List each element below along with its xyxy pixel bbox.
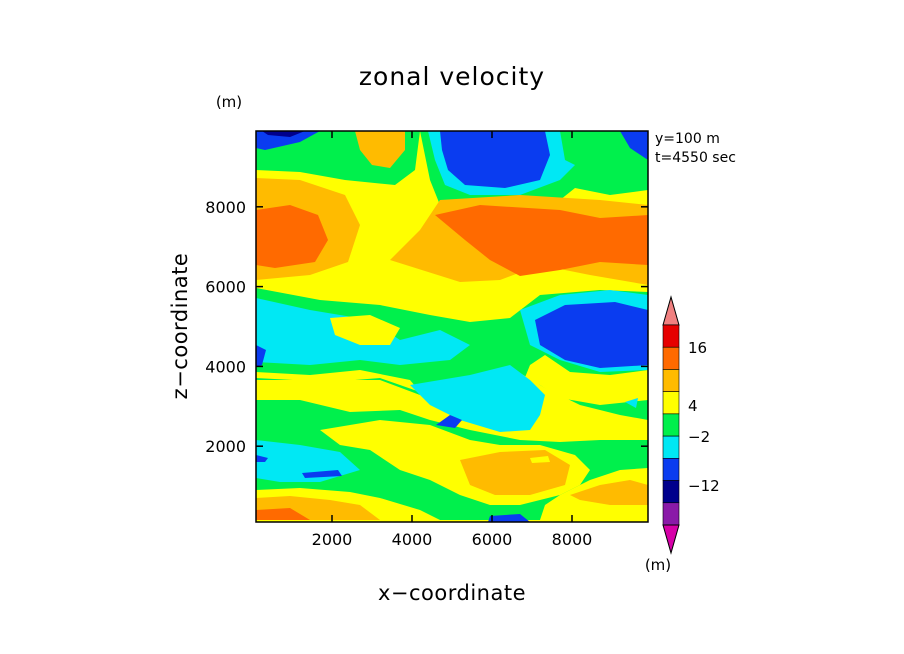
contour-region-blue	[436, 415, 462, 428]
colorbar-label: 4	[688, 397, 698, 415]
contour-region-dark-orange	[256, 508, 310, 520]
colorbar-swatch	[662, 458, 680, 481]
colorbar-swatch	[662, 369, 680, 392]
contour-region-cyan	[625, 398, 638, 408]
y-unit-label: (m)	[216, 93, 242, 111]
colorbar-extend-bottom	[662, 524, 680, 555]
contour-region-blue	[440, 131, 550, 188]
y-tick-label: 8000	[205, 198, 246, 217]
contour-region-dark-orange	[256, 205, 328, 268]
contour-region-orange	[570, 480, 648, 505]
annotation-time: t=4550 sec	[655, 150, 736, 166]
colorbar-extend-top	[662, 295, 680, 326]
contour-region-blue	[488, 514, 530, 522]
colorbar-swatch	[662, 480, 680, 504]
axes: 2000 4000 6000 8000 2000 4000 6000 8000	[205, 131, 648, 549]
x-axis-label: x−coordinate	[378, 581, 526, 605]
contour-region-blue	[302, 470, 342, 478]
x-tick-label: 8000	[552, 530, 593, 549]
contour-region-cyan	[410, 365, 545, 432]
contour-region-yellow	[530, 456, 550, 463]
colorbar-swatch	[662, 391, 680, 415]
contour-region-orange	[355, 131, 405, 168]
colorbar-unit-label: (m)	[645, 556, 671, 574]
contour-region-blue	[256, 345, 266, 367]
y-axis-label: z−coordinate	[168, 253, 192, 400]
colorbar-swatch	[662, 324, 680, 348]
colorbar-label: 16	[688, 339, 707, 357]
contour-region-navy	[262, 131, 305, 137]
chart-title: zonal velocity	[359, 62, 545, 91]
x-tick-label: 2000	[312, 530, 353, 549]
y-tick-label: 4000	[205, 357, 246, 376]
colorbar-swatch	[662, 413, 680, 437]
annotation-y-slice: y=100 m	[655, 131, 720, 147]
colorbar-label: −2	[688, 428, 710, 446]
plot-frame	[255, 130, 649, 523]
colorbar: 16 4 −2 −12	[662, 295, 720, 555]
contour-region-blue	[256, 131, 320, 150]
colorbar-label: −12	[688, 477, 720, 495]
y-tick-label: 6000	[205, 278, 246, 297]
colorbar-swatch	[662, 502, 680, 526]
colorbar-swatch	[662, 346, 680, 370]
contour-region-blue	[535, 302, 648, 368]
y-tick-label: 2000	[205, 437, 246, 456]
contour-region-blue	[256, 455, 268, 462]
contour-region-blue	[620, 131, 648, 160]
x-tick-label: 4000	[392, 530, 433, 549]
contour-region-yellow	[330, 315, 400, 345]
contour-field	[256, 131, 648, 522]
contour-region-dark-orange	[435, 205, 648, 276]
colorbar-swatch	[662, 435, 680, 459]
x-tick-label: 6000	[472, 530, 513, 549]
